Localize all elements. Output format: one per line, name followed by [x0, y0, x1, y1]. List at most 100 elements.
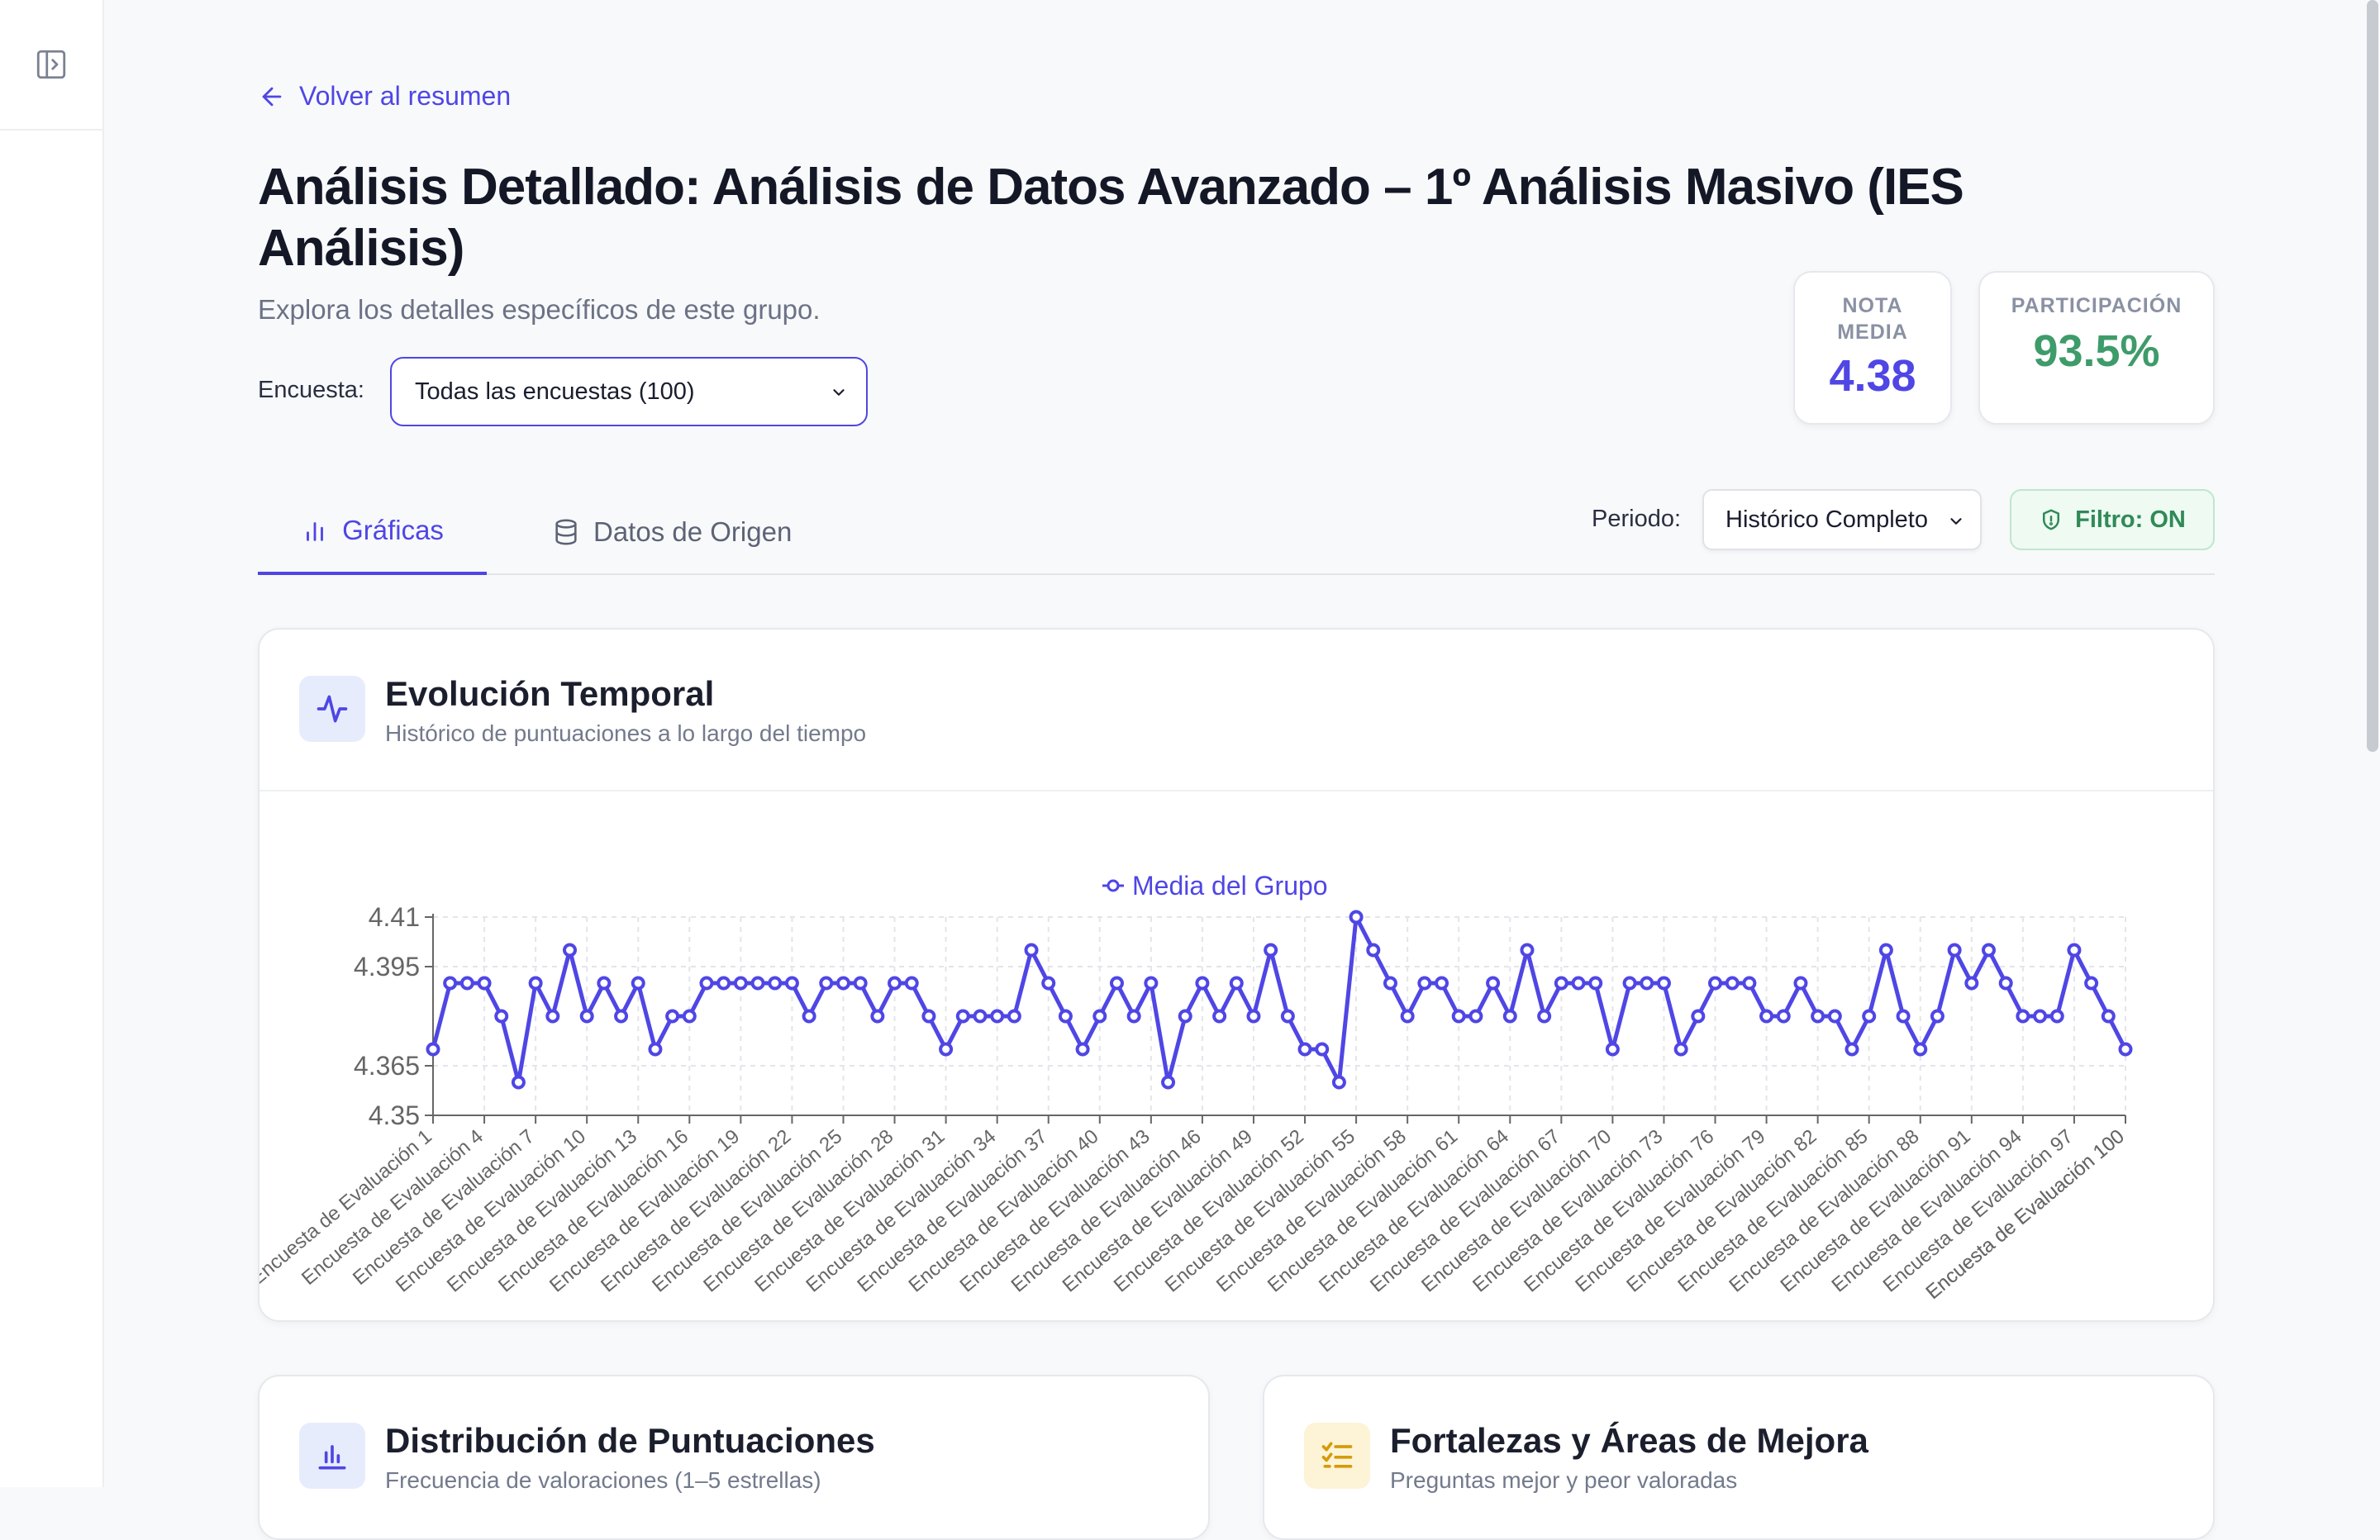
data-point: [1349, 910, 1364, 924]
data-point: [784, 976, 799, 991]
scrollbar[interactable]: [2367, 0, 2378, 752]
data-point: [562, 943, 577, 958]
data-point: [750, 976, 765, 991]
bar-chart-icon: [318, 1445, 346, 1470]
survey-select-value: Todas las encuestas (100): [415, 378, 695, 405]
data-point: [1537, 1009, 1552, 1024]
data-point: [768, 976, 783, 991]
data-point: [1195, 976, 1210, 991]
data-point: [1331, 1075, 1346, 1090]
data-point: [2084, 976, 2099, 991]
stat-value: 4.38: [1829, 351, 1916, 401]
data-point: [802, 1009, 816, 1024]
y-tick-label: 4.395: [354, 952, 420, 982]
tab-bar: Gráficas Datos de Origen: [258, 489, 2215, 575]
data-point: [2016, 1009, 2030, 1024]
data-point: [2033, 1009, 2048, 1024]
data-point: [682, 1009, 697, 1024]
data-point: [888, 976, 902, 991]
data-point: [1264, 943, 1278, 958]
data-point: [1315, 1042, 1330, 1057]
data-point: [870, 1009, 885, 1024]
survey-select[interactable]: Todas las encuestas (100): [390, 357, 868, 426]
period-select[interactable]: Histórico Completo: [1702, 489, 1982, 550]
data-point: [648, 1042, 663, 1057]
data-point: [1964, 976, 1979, 991]
chevron-down-icon: [1950, 518, 1962, 525]
arrow-left-icon: [262, 87, 282, 106]
stat-label: PARTICIPACIÓN: [2011, 294, 2182, 317]
data-point: [1725, 976, 1740, 991]
card-header: Evolución Temporal Histórico de puntuaci…: [259, 630, 2213, 791]
database-icon: [555, 519, 577, 545]
back-link[interactable]: Volver al resumen: [258, 81, 511, 112]
card-icon-wrap: [299, 1423, 365, 1489]
data-point: [528, 976, 543, 991]
bar-chart-icon: [307, 522, 323, 541]
data-point: [1656, 976, 1671, 991]
data-point: [921, 1009, 936, 1024]
data-point: [1178, 1009, 1192, 1024]
card-header: Distribución de Puntuaciones Frecuencia …: [259, 1376, 1208, 1538]
data-point: [1007, 1009, 1021, 1024]
data-point: [1297, 1042, 1312, 1057]
data-point: [1862, 1009, 1877, 1024]
tab-graficas[interactable]: Gráficas: [258, 489, 487, 575]
card-title: Distribución de Puntuaciones: [385, 1421, 875, 1460]
back-link-label: Volver al resumen: [299, 81, 512, 111]
checklist-icon: [1321, 1442, 1353, 1468]
data-point: [1161, 1075, 1176, 1090]
data-point: [1878, 943, 1893, 958]
card-title: Evolución Temporal: [385, 674, 715, 713]
data-point: [459, 976, 474, 991]
data-point: [1811, 1009, 1825, 1024]
data-point: [2049, 1009, 2064, 1024]
sidebar-toggle-icon[interactable]: [34, 47, 69, 82]
data-point: [631, 976, 645, 991]
data-point: [1075, 1042, 1090, 1057]
data-point: [939, 1042, 954, 1057]
sidebar-header: [0, 0, 102, 131]
data-point: [1622, 976, 1637, 991]
survey-filter-label: Encuesta:: [258, 377, 364, 403]
data-point: [1588, 976, 1603, 991]
tab-label: Datos de Origen: [593, 516, 793, 547]
data-point: [1229, 976, 1244, 991]
data-point: [699, 976, 714, 991]
data-point: [1998, 976, 2013, 991]
strengths-card: Fortalezas y Áreas de Mejora Preguntas m…: [1263, 1375, 2215, 1540]
data-point: [1844, 1042, 1859, 1057]
data-point: [1605, 1042, 1620, 1057]
data-point: [1280, 1009, 1295, 1024]
data-point: [716, 976, 731, 991]
data-point: [1742, 976, 1757, 991]
y-tick-label: 4.35: [369, 1100, 420, 1130]
filter-badge-label: Filtro: ON: [2075, 506, 2186, 533]
data-point: [1776, 1009, 1791, 1024]
page-subtitle: Explora los detalles específicos de este…: [258, 294, 821, 325]
stat-card-nota-media: NOTA MEDIA 4.38: [1793, 271, 1952, 425]
data-point: [1913, 1042, 1928, 1057]
stat-value: 93.5%: [2033, 326, 2160, 376]
card-icon-wrap: [1304, 1423, 1370, 1489]
chevron-down-icon: [833, 389, 845, 396]
data-point: [1930, 1009, 1944, 1024]
tab-datos-origen[interactable]: Datos de Origen: [552, 489, 792, 575]
y-tick-label: 4.41: [369, 902, 420, 932]
data-point: [819, 976, 834, 991]
data-point: [1400, 1009, 1415, 1024]
data-point: [1468, 1009, 1483, 1024]
filter-badge[interactable]: Filtro: ON: [2010, 489, 2215, 550]
data-point: [1691, 1009, 1706, 1024]
data-point: [1383, 976, 1397, 991]
period-select-value: Histórico Completo: [1726, 506, 1928, 533]
series-line: [431, 915, 2128, 1085]
data-point: [443, 976, 458, 991]
card-subtitle: Preguntas mejor y peor valoradas: [1390, 1467, 1738, 1493]
card-subtitle: Histórico de puntuaciones a lo largo del…: [385, 720, 867, 746]
stat-label: NOTA MEDIA: [1837, 294, 1908, 344]
data-point: [1024, 943, 1039, 958]
data-point: [1435, 976, 1449, 991]
data-point: [1793, 976, 1808, 991]
